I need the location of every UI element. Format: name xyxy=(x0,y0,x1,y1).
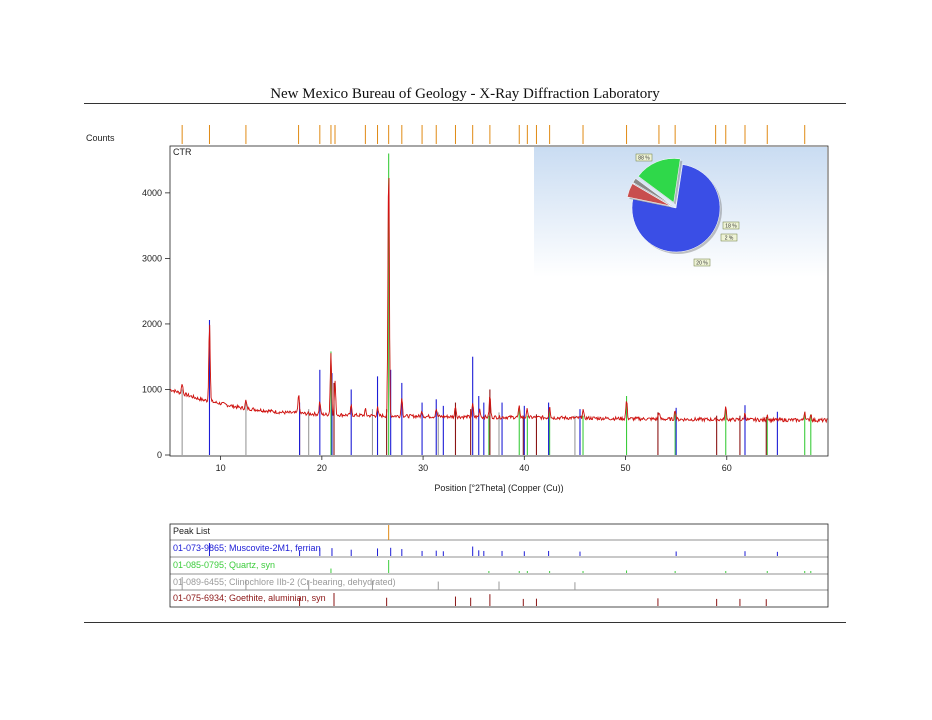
x-tick-label-30: 30 xyxy=(418,463,428,473)
svg-text:88 %: 88 % xyxy=(638,156,650,162)
peak-list-title: Peak List xyxy=(173,526,211,536)
x-axis: 10 20 30 40 50 60 xyxy=(216,456,732,473)
phase-label-0: 01-073-9865; Muscovite-2M1, ferrian xyxy=(173,543,321,553)
y-tick-label-2000: 2000 xyxy=(142,319,162,329)
phase-row-0: 01-073-9865; Muscovite-2M1, ferrian xyxy=(173,543,778,556)
y-axis-label: Counts xyxy=(86,133,115,143)
svg-text:20 %: 20 % xyxy=(696,261,708,267)
page-title: New Mexico Bureau of Geology - X-Ray Dif… xyxy=(270,86,660,102)
y-tick-label-4000: 4000 xyxy=(142,188,162,198)
phase-row-1: 01-085-0795; Quartz, syn xyxy=(173,560,812,573)
peak-list-rows: 01-073-9865; Muscovite-2M1, ferrian 01-08… xyxy=(173,525,812,606)
x-tick-label-40: 40 xyxy=(519,463,529,473)
observed-curve xyxy=(170,177,828,424)
pie-slice-3 xyxy=(638,158,681,203)
pie-slice-0 xyxy=(631,164,721,253)
peak-list-frame xyxy=(169,523,829,608)
phase-label-1: 01-085-0795; Quartz, syn xyxy=(173,560,275,570)
x-tick-label-50: 50 xyxy=(621,463,631,473)
phase-pie-chart: 88 % 18 % 2 % 20 % xyxy=(627,153,740,267)
peak-marker-row xyxy=(181,125,806,144)
top-rule xyxy=(84,103,846,104)
phase-row-3: 01-075-6934; Goethite, aluminian, syn xyxy=(173,593,767,606)
pie-slice-2 xyxy=(632,178,672,205)
x-axis-label: Position [°2Theta] (Copper (Cu)) xyxy=(434,483,563,493)
pie-label-2: 2 % xyxy=(720,233,738,242)
svg-text:2 %: 2 % xyxy=(725,236,734,242)
y-tick-label-1000: 1000 xyxy=(142,384,162,394)
pie-label-0: 88 % xyxy=(635,153,653,162)
x-tick-label-20: 20 xyxy=(317,463,327,473)
phase-sticks-2 xyxy=(181,389,576,455)
diffraction-pattern xyxy=(170,177,828,424)
phase-label-3: 01-075-6934; Goethite, aluminian, syn xyxy=(173,593,326,603)
pie-label-1: 18 % xyxy=(722,221,740,230)
x-tick-label-60: 60 xyxy=(722,463,732,473)
x-tick-label-10: 10 xyxy=(216,463,226,473)
y-tick-label-0: 0 xyxy=(157,450,162,460)
series-label-ctr: CTR xyxy=(173,147,192,157)
phase-label-2: 01-089-6455; Clinochlore IIb-2 (Cr-beari… xyxy=(173,577,396,587)
phase-row-2: 01-089-6455; Clinochlore IIb-2 (Cr-beari… xyxy=(173,577,576,590)
bottom-rule xyxy=(84,622,846,623)
y-axis: 0 1000 2000 3000 4000 xyxy=(142,188,170,460)
pie-label-3: 20 % xyxy=(693,258,711,267)
y-tick-label-3000: 3000 xyxy=(142,253,162,263)
pie-slice-1 xyxy=(627,183,671,207)
svg-text:18 %: 18 % xyxy=(725,224,737,230)
